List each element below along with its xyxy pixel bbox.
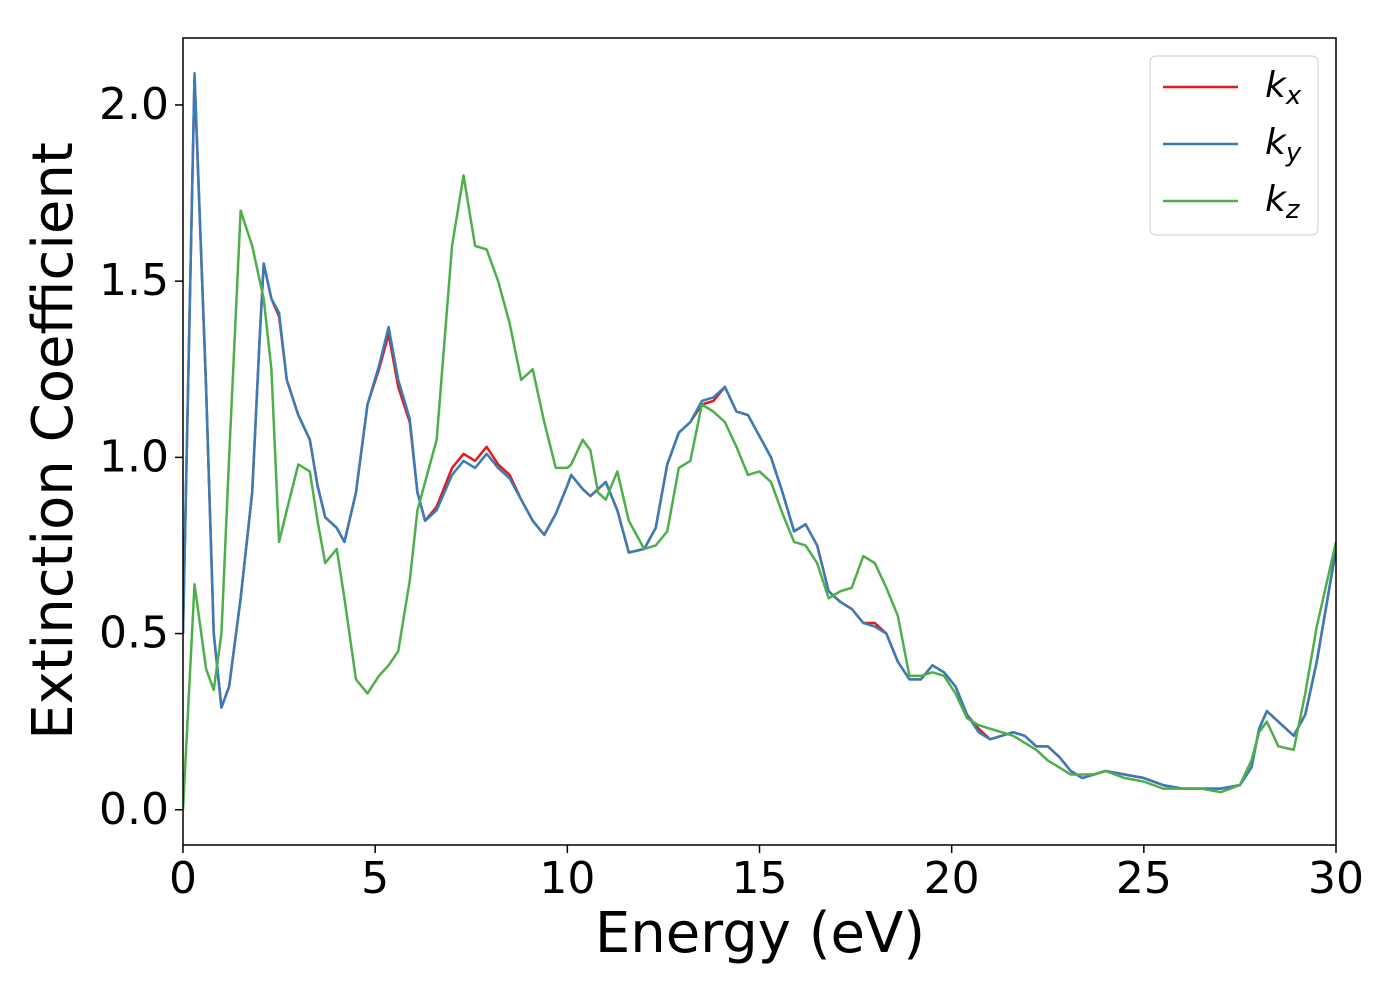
series-line [183,174,1336,810]
x-tick-label: 20 [924,853,980,904]
legend-label: ky [1265,122,1302,168]
legend-box [1149,55,1319,236]
x-axis-label: Energy (eV) [595,901,925,966]
x-tick-label: 30 [1308,853,1364,904]
x-tick-label: 10 [539,853,595,904]
x-tick-label: 0 [169,853,197,904]
y-tick-label: 1.5 [99,255,169,306]
y-tick-label: 0.5 [99,608,169,659]
x-tick-label: 15 [732,853,788,904]
legend: kx ky kz [1149,55,1319,236]
y-tick-label: 0.0 [99,784,169,835]
plot-frame [182,37,1337,846]
legend-label: kx [1265,65,1302,111]
x-tick-label: 25 [1116,853,1172,904]
series-line [183,71,1336,790]
y-tick-label: 1.0 [99,431,169,482]
legend-label: kz [1265,179,1301,225]
y-axis-label: Extinction Coefficient [21,142,86,740]
x-tick-label: 5 [361,853,389,904]
y-tick-label: 2.0 [99,79,169,130]
plot-lines [183,71,1336,810]
